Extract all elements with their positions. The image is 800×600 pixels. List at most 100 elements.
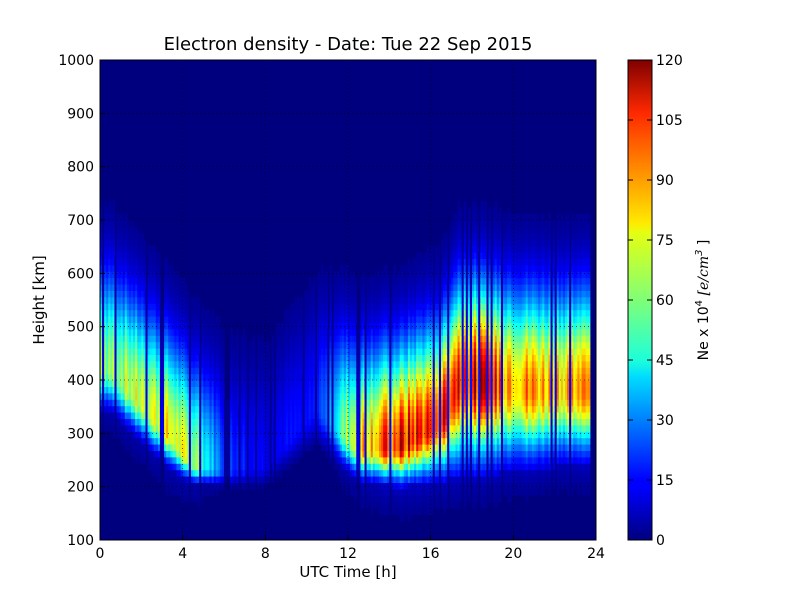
heatmap-cell xyxy=(197,386,200,394)
heatmap-cell xyxy=(281,424,285,432)
heatmap-cell xyxy=(122,418,126,426)
heatmap-cell xyxy=(217,386,221,394)
heatmap-cell xyxy=(178,341,182,349)
heatmap-cell xyxy=(207,373,211,381)
heatmap-cell xyxy=(112,399,116,407)
heatmap-cell xyxy=(259,469,262,477)
heatmap-cell xyxy=(128,252,132,259)
heatmap-cell xyxy=(157,309,161,317)
heatmap-cell xyxy=(219,392,223,400)
heatmap-cell xyxy=(131,296,134,304)
heatmap-cell xyxy=(174,488,178,496)
heatmap-cell xyxy=(217,418,221,426)
heatmap-cell xyxy=(120,284,124,291)
heatmap-cell xyxy=(178,348,182,355)
heatmap-cell xyxy=(259,437,262,445)
heatmap-cell xyxy=(232,482,235,490)
heatmap-cell xyxy=(126,367,130,375)
heatmap-cell xyxy=(267,392,271,400)
heatmap-cell xyxy=(151,264,155,272)
heatmap-cell xyxy=(153,405,157,413)
heatmap-cell xyxy=(124,296,128,304)
heatmap-cell xyxy=(186,341,190,349)
heatmap-cell xyxy=(176,341,180,349)
heatmap-cell xyxy=(217,431,221,439)
heatmap-cell xyxy=(387,271,390,279)
heatmap-cell xyxy=(244,348,248,355)
heatmap-cell xyxy=(188,405,192,413)
heatmap-cell xyxy=(116,405,120,413)
heatmap-cell xyxy=(304,296,308,304)
heatmap-cell xyxy=(269,456,273,464)
heatmap-cell xyxy=(337,405,341,413)
heatmap-cell xyxy=(116,328,120,336)
heatmap-cell xyxy=(341,431,345,439)
heatmap-cell xyxy=(209,437,213,445)
heatmap-cell xyxy=(277,444,281,451)
heatmap-cell xyxy=(190,431,194,439)
heatmap-cell xyxy=(325,335,328,343)
heatmap-cell xyxy=(110,258,113,266)
heatmap-cell xyxy=(426,245,430,253)
heatmap-cell xyxy=(255,424,258,432)
heatmap-cell xyxy=(314,412,318,419)
heatmap-cell xyxy=(141,354,144,362)
heatmap-cell xyxy=(242,412,246,419)
heatmap-cell xyxy=(275,341,279,349)
heatmap-cell xyxy=(259,412,262,419)
heatmap-cell xyxy=(126,418,130,426)
heatmap-cell xyxy=(279,431,283,439)
heatmap-cell xyxy=(126,309,130,317)
heatmap-cell xyxy=(186,450,190,458)
heatmap-cell xyxy=(162,367,165,375)
heatmap-cell xyxy=(343,386,347,394)
heatmap-cell xyxy=(112,258,116,266)
heatmap-cell xyxy=(157,380,161,387)
heatmap-cell xyxy=(232,386,235,394)
heatmap-cell xyxy=(356,322,359,330)
heatmap-cell xyxy=(300,405,304,413)
heatmap-cell xyxy=(176,437,180,445)
heatmap-cell xyxy=(166,277,169,285)
heatmap-cell xyxy=(110,245,113,253)
heatmap-cell xyxy=(201,418,204,426)
heatmap-cell xyxy=(155,373,159,381)
heatmap-cell xyxy=(240,431,244,439)
heatmap-cell xyxy=(172,456,175,464)
heatmap-cell xyxy=(236,373,240,381)
heatmap-cell xyxy=(362,309,366,317)
heatmap-cell xyxy=(277,328,281,336)
heatmap-cell xyxy=(232,360,235,368)
heatmap-cell xyxy=(329,418,333,426)
heatmap-cell xyxy=(193,316,196,323)
heatmap-cell xyxy=(343,341,347,349)
heatmap-cell xyxy=(226,456,229,464)
heatmap-cell xyxy=(203,488,206,496)
heatmap-cell xyxy=(288,354,291,362)
heatmap-cell xyxy=(300,328,304,336)
heatmap-cell xyxy=(236,354,240,362)
heatmap-cell xyxy=(106,271,109,279)
heatmap-cell xyxy=(131,380,134,387)
heatmap-cell xyxy=(157,373,161,381)
heatmap-cell xyxy=(110,348,113,355)
heatmap-cell xyxy=(339,309,343,317)
heatmap-cell xyxy=(193,373,196,381)
heatmap-cell xyxy=(232,463,235,471)
heatmap-cell xyxy=(207,469,211,477)
heatmap-cell xyxy=(159,316,163,323)
heatmap-cell xyxy=(387,482,390,490)
heatmap-cell xyxy=(304,290,308,298)
heatmap-cell xyxy=(145,296,149,304)
heatmap-cell xyxy=(250,418,254,426)
heatmap-cell xyxy=(164,309,167,317)
heatmap-cell xyxy=(118,386,122,394)
heatmap-cell xyxy=(133,412,136,419)
heatmap-cell xyxy=(126,271,130,279)
heatmap-cell xyxy=(250,399,254,407)
heatmap-cell xyxy=(339,405,343,413)
heatmap-cell xyxy=(116,348,120,355)
heatmap-cell xyxy=(325,424,328,432)
heatmap-cell xyxy=(325,399,328,407)
heatmap-cell xyxy=(232,444,235,451)
